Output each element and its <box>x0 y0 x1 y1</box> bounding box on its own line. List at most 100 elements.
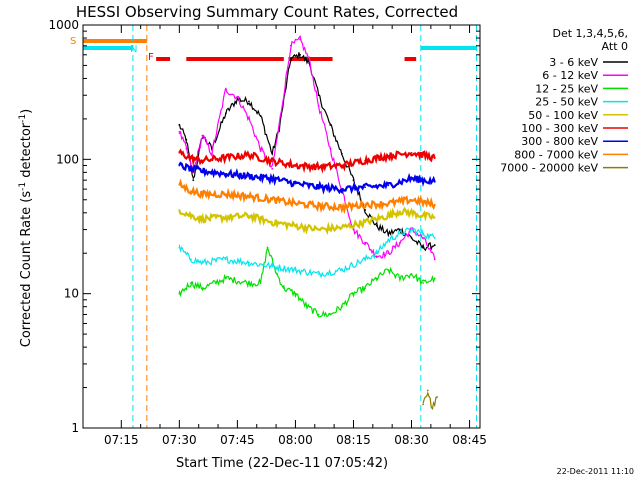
series-6-point-3 <box>224 172 227 175</box>
series-1-point-24 <box>433 258 436 261</box>
series-2-point-12 <box>329 313 332 316</box>
series-1-point-13 <box>308 58 311 61</box>
series-2-point-10 <box>306 305 308 308</box>
series-4-point-1 <box>190 214 192 217</box>
legend-label-4: 50 - 100 keV <box>528 109 598 122</box>
series-0-point-1 <box>185 138 188 141</box>
series-6-point-2 <box>201 170 204 172</box>
series-lines <box>178 34 438 411</box>
series-1-point-17 <box>352 228 355 231</box>
series-3-point-11 <box>387 239 390 242</box>
series-5-point-1 <box>190 157 192 160</box>
series-1-point-14 <box>317 104 320 107</box>
series-3-point-8 <box>340 269 343 271</box>
series-3-point-6 <box>294 269 297 271</box>
series-1-point-0 <box>178 131 181 133</box>
series-2-point-20 <box>422 282 425 284</box>
chart-title: HESSI Observing Summary Count Rates, Cor… <box>76 3 458 21</box>
series-1-point-12 <box>299 38 301 41</box>
x-tick-label-4: 08:15 <box>336 433 371 447</box>
series-3-point-5 <box>271 265 274 268</box>
series-1-point-10 <box>278 124 281 126</box>
series-2-point-8 <box>282 287 285 290</box>
series-6-point-5 <box>271 177 274 180</box>
series-4-point-11 <box>399 210 401 213</box>
series-4-point-8 <box>340 226 343 229</box>
series-7-point-13 <box>433 203 436 206</box>
series-4-point-6 <box>294 224 297 227</box>
y-tick-label-0: 1 <box>71 421 79 435</box>
series-1-point-21 <box>399 241 401 244</box>
series-0-point-5 <box>224 112 227 115</box>
series-2-point-21 <box>433 277 436 280</box>
series-3-point-7 <box>317 273 320 275</box>
series-4-point-13 <box>422 214 425 217</box>
legend-label-3: 25 - 50 keV <box>535 96 598 109</box>
series-line-8 <box>422 391 438 411</box>
legend-label-5: 100 - 300 keV <box>521 122 598 135</box>
series-4-point-2 <box>201 218 204 220</box>
series-0-point-16 <box>340 152 343 155</box>
series-7-point-12 <box>422 201 425 204</box>
series-8-point-0 <box>422 403 425 406</box>
series-4-point-7 <box>317 228 320 231</box>
series-2-point-19 <box>410 273 413 275</box>
series-7-point-9 <box>364 203 366 206</box>
series-0-point-2 <box>192 179 195 182</box>
series-5-point-11 <box>410 151 413 154</box>
series-1-point-7 <box>248 117 250 120</box>
series-3-point-4 <box>248 261 250 264</box>
series-4-point-14 <box>433 216 436 219</box>
series-line-6 <box>178 161 436 195</box>
series-0-point-19 <box>375 224 378 227</box>
series-6-point-13 <box>433 180 436 183</box>
plot-frame <box>82 24 481 429</box>
legend-label-2: 12 - 25 keV <box>535 82 598 95</box>
series-7-point-11 <box>410 198 413 201</box>
series-8-point-3 <box>436 396 438 398</box>
series-1-point-19 <box>375 255 378 258</box>
flag-label-n: N <box>130 44 137 55</box>
series-0-point-21 <box>399 228 401 231</box>
series-0-point-23 <box>422 246 425 249</box>
series-3-point-2 <box>201 261 204 264</box>
legend-header-2: Att 0 <box>602 40 628 53</box>
flag-label-f: F <box>148 52 154 63</box>
flag-bars <box>83 39 477 61</box>
series-2-point-14 <box>352 292 355 295</box>
series-line-7 <box>178 178 436 215</box>
series-0-point-22 <box>410 237 413 239</box>
series-0-point-20 <box>387 232 390 235</box>
series-2-point-13 <box>340 305 343 308</box>
series-4-point-12 <box>410 211 413 214</box>
series-1-point-6 <box>236 96 239 99</box>
series-5-point-5 <box>271 160 274 163</box>
series-6-point-6 <box>294 182 297 185</box>
series-2-point-7 <box>275 273 278 275</box>
series-6-point-1 <box>190 167 192 170</box>
series-7-point-7 <box>317 205 320 207</box>
y-tick-label-1: 10 <box>64 287 79 301</box>
series-line-0 <box>178 52 436 252</box>
y-tick-label-2: 100 <box>56 152 79 166</box>
series-6-point-7 <box>317 186 320 189</box>
x-tick-label-6: 08:45 <box>452 433 487 447</box>
series-0-point-7 <box>248 100 250 103</box>
series-7-point-3 <box>224 193 227 196</box>
series-0-point-18 <box>364 209 366 211</box>
series-6-point-8 <box>340 188 343 191</box>
x-tick-label-3: 08:00 <box>278 433 313 447</box>
series-5-point-2 <box>201 159 204 162</box>
series-0-point-0 <box>178 124 181 126</box>
series-1-point-23 <box>422 237 425 239</box>
y-axis-label-sup2: -1 <box>18 114 28 123</box>
series-2-point-6 <box>266 246 269 249</box>
series-1-point-18 <box>364 241 366 244</box>
series-2-point-5 <box>259 282 262 284</box>
series-4-point-4 <box>248 214 250 217</box>
legend-label-0: 3 - 6 keV <box>549 56 598 69</box>
series-2-point-2 <box>201 287 204 290</box>
series-1-point-5 <box>224 88 227 91</box>
